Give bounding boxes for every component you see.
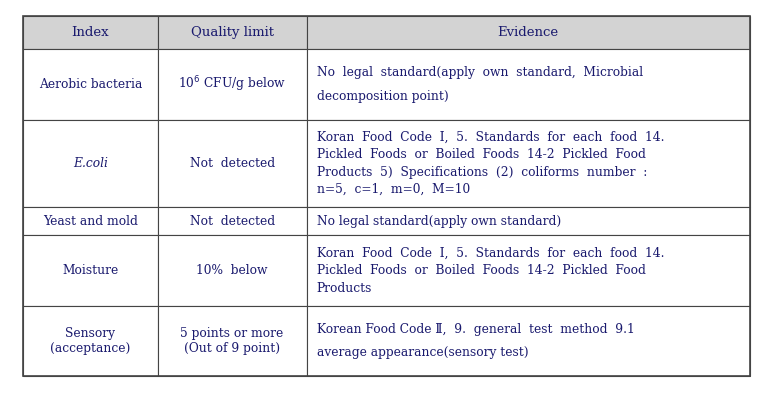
Bar	[23, 49, 158, 120]
Bar	[158, 49, 307, 120]
Text: E.coli: E.coli	[73, 157, 108, 170]
Text: Quality limit: Quality limit	[191, 26, 274, 39]
Bar	[23, 120, 158, 207]
Text: Products: Products	[317, 282, 372, 295]
Text: Sensory
(acceptance): Sensory (acceptance)	[50, 327, 131, 355]
Text: Evidence: Evidence	[498, 26, 559, 39]
Bar	[158, 235, 307, 306]
Text: Not  detected: Not detected	[189, 157, 274, 170]
Text: Koran  Food  Code  I,  5.  Standards  for  each  food  14.: Koran Food Code I, 5. Standards for each…	[317, 246, 664, 259]
Bar	[158, 16, 307, 49]
Text: Korean Food Code Ⅱ,  9.  general  test  method  9.1: Korean Food Code Ⅱ, 9. general test meth…	[317, 323, 635, 336]
Bar	[23, 235, 158, 306]
Bar	[307, 16, 750, 49]
Text: No legal standard(apply own standard): No legal standard(apply own standard)	[317, 215, 561, 228]
Bar	[23, 16, 750, 376]
Bar	[23, 306, 158, 376]
Text: Moisture: Moisture	[63, 264, 118, 277]
Bar	[158, 306, 307, 376]
Bar	[307, 120, 750, 207]
Text: Products  5)  Specifications  (2)  coliforms  number  :: Products 5) Specifications (2) coliforms…	[317, 166, 647, 179]
Text: 10$^6$ CFU/g below: 10$^6$ CFU/g below	[178, 74, 286, 94]
Bar	[307, 207, 750, 235]
Bar	[23, 16, 158, 49]
Text: decomposition point): decomposition point)	[317, 90, 448, 102]
Text: 10%  below: 10% below	[196, 264, 267, 277]
Text: 5 points or more
(Out of 9 point): 5 points or more (Out of 9 point)	[180, 327, 284, 355]
Bar	[23, 207, 158, 235]
Text: Index: Index	[72, 26, 109, 39]
Bar	[307, 49, 750, 120]
Text: No  legal  standard(apply  own  standard,  Microbial: No legal standard(apply own standard, Mi…	[317, 66, 642, 79]
Text: average appearance(sensory test): average appearance(sensory test)	[317, 346, 528, 359]
Bar	[307, 306, 750, 376]
Bar	[158, 120, 307, 207]
Text: Koran  Food  Code  I,  5.  Standards  for  each  food  14.: Koran Food Code I, 5. Standards for each…	[317, 131, 664, 144]
Bar	[158, 207, 307, 235]
Bar	[307, 235, 750, 306]
Text: Yeast and mold: Yeast and mold	[43, 215, 138, 228]
Text: Not  detected: Not detected	[189, 215, 274, 228]
Text: Aerobic bacteria: Aerobic bacteria	[39, 78, 142, 91]
Text: n=5,  c=1,  m=0,  M=10: n=5, c=1, m=0, M=10	[317, 183, 470, 196]
Text: Pickled  Foods  or  Boiled  Foods  14-2  Pickled  Food: Pickled Foods or Boiled Foods 14-2 Pickl…	[317, 264, 645, 277]
Text: Pickled  Foods  or  Boiled  Foods  14-2  Pickled  Food: Pickled Foods or Boiled Foods 14-2 Pickl…	[317, 148, 645, 161]
